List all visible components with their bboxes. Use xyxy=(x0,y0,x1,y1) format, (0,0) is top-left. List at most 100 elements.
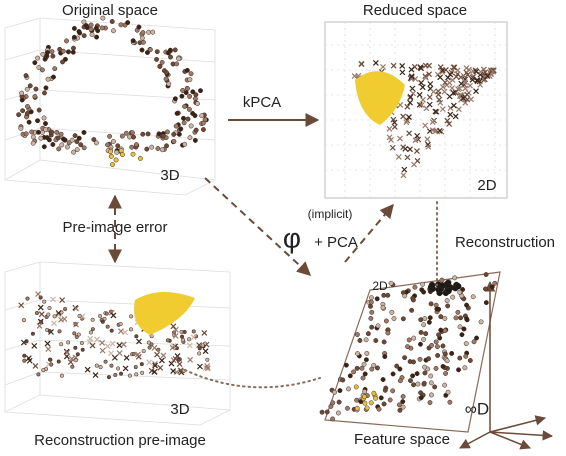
point xyxy=(478,319,484,325)
point xyxy=(184,85,190,91)
point xyxy=(113,372,118,378)
point xyxy=(378,395,384,401)
point xyxy=(104,343,111,350)
point xyxy=(389,144,396,151)
point xyxy=(109,162,115,167)
point xyxy=(118,22,124,28)
point xyxy=(410,90,417,97)
feature-title: Feature space xyxy=(354,431,450,448)
point xyxy=(457,289,463,295)
point xyxy=(57,329,62,334)
point xyxy=(449,67,456,74)
point xyxy=(145,131,151,137)
point xyxy=(408,74,415,81)
point xyxy=(83,23,89,29)
point xyxy=(426,62,432,69)
point xyxy=(43,127,49,133)
point xyxy=(146,340,151,345)
point xyxy=(88,330,93,335)
point xyxy=(99,347,106,354)
point xyxy=(135,351,141,358)
point xyxy=(419,84,426,91)
point xyxy=(60,48,66,54)
point xyxy=(29,129,35,135)
point xyxy=(449,85,455,92)
point xyxy=(107,149,113,155)
point xyxy=(182,104,188,109)
point xyxy=(170,368,177,374)
point xyxy=(435,88,442,95)
point xyxy=(50,142,56,147)
point xyxy=(105,142,111,148)
point xyxy=(159,59,165,65)
point xyxy=(32,94,38,99)
point xyxy=(351,73,358,80)
point xyxy=(70,49,76,55)
point xyxy=(84,366,91,373)
point xyxy=(360,375,366,381)
point xyxy=(435,353,441,358)
point xyxy=(79,340,84,346)
point xyxy=(42,56,48,62)
point xyxy=(118,371,124,376)
point xyxy=(369,324,375,330)
point xyxy=(41,368,46,373)
point xyxy=(71,149,77,155)
point xyxy=(55,310,62,316)
point xyxy=(73,322,78,327)
point xyxy=(123,130,129,136)
point xyxy=(182,329,187,335)
point xyxy=(444,358,450,364)
point xyxy=(193,127,199,133)
point xyxy=(459,332,465,338)
point xyxy=(110,312,117,319)
point xyxy=(49,129,55,135)
point xyxy=(47,329,52,334)
point xyxy=(36,107,42,113)
point xyxy=(134,334,139,339)
point xyxy=(174,110,180,116)
point xyxy=(127,373,132,378)
point xyxy=(36,372,41,377)
point xyxy=(400,113,407,120)
point xyxy=(92,372,99,378)
point xyxy=(382,354,388,359)
point xyxy=(24,86,30,92)
point xyxy=(176,361,183,368)
point xyxy=(123,354,130,361)
point xyxy=(482,286,488,292)
point xyxy=(418,317,424,323)
point xyxy=(20,339,27,346)
kpca-label: kPCA xyxy=(243,94,281,111)
point xyxy=(49,49,55,55)
pre-image-error: Pre-image error xyxy=(62,219,167,236)
point xyxy=(171,138,177,144)
point xyxy=(415,381,421,387)
point xyxy=(116,350,123,357)
point xyxy=(477,81,484,88)
point xyxy=(25,104,30,109)
point xyxy=(464,317,470,323)
reconstruction-label: Reconstruction xyxy=(455,234,555,251)
point xyxy=(473,68,480,75)
point xyxy=(473,88,479,95)
point xyxy=(154,49,160,55)
point xyxy=(55,135,61,141)
point xyxy=(73,305,79,312)
point xyxy=(363,337,369,343)
point xyxy=(184,67,190,73)
point xyxy=(397,135,403,142)
point xyxy=(36,129,41,135)
point xyxy=(36,322,43,329)
point xyxy=(407,99,414,106)
point xyxy=(122,365,129,372)
point xyxy=(198,88,203,94)
point xyxy=(22,353,27,358)
point xyxy=(188,71,194,77)
point xyxy=(81,130,87,135)
point xyxy=(154,56,160,62)
point xyxy=(88,26,94,32)
point xyxy=(205,357,210,362)
point xyxy=(25,355,32,362)
point xyxy=(442,66,449,73)
